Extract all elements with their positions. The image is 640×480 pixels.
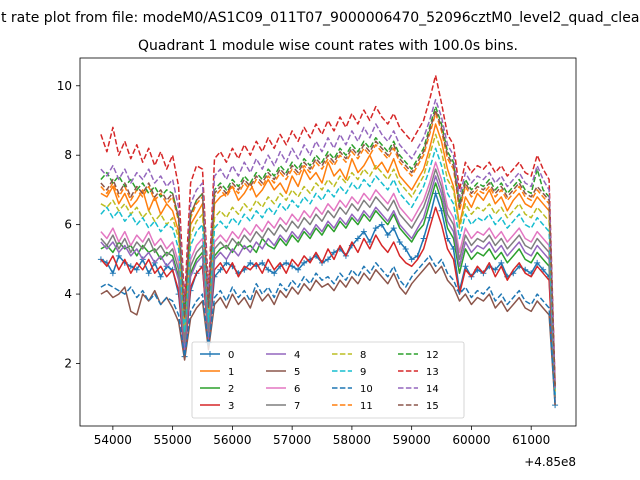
y-tick-label: 10 [57,79,72,93]
data-point-marker [390,225,397,232]
data-point-marker [301,259,308,266]
data-point-marker [360,228,367,235]
legend-label-5: 5 [294,367,300,378]
series-line-2 [100,182,556,399]
series-line-6 [100,161,556,395]
series-line-3 [100,206,556,402]
legend-frame [191,341,465,419]
x-tick-label: 60000 [452,433,490,447]
data-point-marker [492,266,499,273]
series-layer [97,74,559,409]
legend-label-15: 15 [426,401,439,412]
data-point-marker [265,266,272,273]
legend-label-6: 6 [294,384,300,395]
legend-label-0: 0 [228,350,234,361]
data-point-marker [127,263,134,270]
data-point-marker [402,245,409,252]
legend-label-8: 8 [360,350,366,361]
figure-suptitle: Count rate plot from file: modeM0/AS1C09… [0,10,640,26]
data-point-marker [109,270,116,277]
data-point-marker [97,256,104,263]
legend-label-2: 2 [228,384,234,395]
legend-label-11: 11 [360,401,373,412]
data-point-marker [330,249,337,256]
data-point-marker [378,221,385,228]
data-point-marker [408,256,415,263]
y-tick-label: 8 [64,148,72,162]
plot-frame [79,57,577,427]
series-line-15 [100,109,556,388]
data-point-marker [157,273,164,280]
data-point-marker [396,239,403,245]
x-tick-label: 55000 [154,433,192,447]
x-tick-label: 58000 [333,433,371,447]
y-tick-label: 6 [64,218,72,232]
data-point-marker [259,259,266,266]
data-point-marker [420,235,427,242]
data-point-marker [426,214,433,221]
series-line-4 [100,175,556,399]
data-point-marker [133,266,140,273]
legend-label-14: 14 [426,384,439,395]
data-point-marker [223,259,230,266]
x-tick-label: 59000 [393,433,431,447]
x-tick-label: 57000 [273,433,311,447]
data-point-marker [247,259,254,266]
data-point-marker [432,190,439,197]
x-offset-label: +4.85e8 [524,455,576,469]
series-line-7 [100,168,556,399]
data-point-marker [289,263,296,270]
series-line-8 [100,133,556,392]
data-point-marker [462,263,469,270]
y-tick-label: 4 [64,287,72,301]
data-point-marker [498,259,505,266]
data-point-marker [295,266,302,273]
data-point-marker [366,239,373,245]
chart-title: Quadrant 1 module wise count rates with … [138,38,518,54]
legend-marker [207,351,213,357]
series-line-14 [100,98,556,388]
legend-label-9: 9 [360,367,366,378]
legend-label-4: 4 [294,350,300,361]
x-tick-label: 61000 [512,433,550,447]
data-point-marker [283,259,290,266]
legend-label-10: 10 [360,384,373,395]
series-line-10 [100,255,556,406]
legend-label-12: 12 [426,350,439,361]
y-tick-label: 2 [64,357,72,371]
series-line-1 [100,123,556,392]
series-line-5 [100,262,556,406]
x-axis: 54000 55000 56000 57000 58000 59000 60000 61000 [94,426,550,447]
data-point-marker [325,256,331,263]
data-point-marker [384,232,391,239]
y-axis: 2 4 6 8 10 [57,79,80,371]
x-tick-label: 54000 [94,433,132,447]
legend-label-3: 3 [228,401,234,412]
data-point-marker [217,266,224,273]
legend-label-1: 1 [228,367,234,378]
legend-label-13: 13 [426,367,439,378]
data-point-marker [354,235,361,242]
legend-label-7: 7 [294,401,300,412]
data-point-marker [145,270,152,277]
series-line-11 [100,112,556,388]
data-point-marker [271,270,278,277]
data-point-marker [372,225,379,232]
series-line-13 [100,74,556,385]
series-line-9 [100,147,556,395]
x-tick-label: 56000 [213,433,251,447]
data-point-marker [534,259,541,266]
data-point-marker [115,252,122,259]
